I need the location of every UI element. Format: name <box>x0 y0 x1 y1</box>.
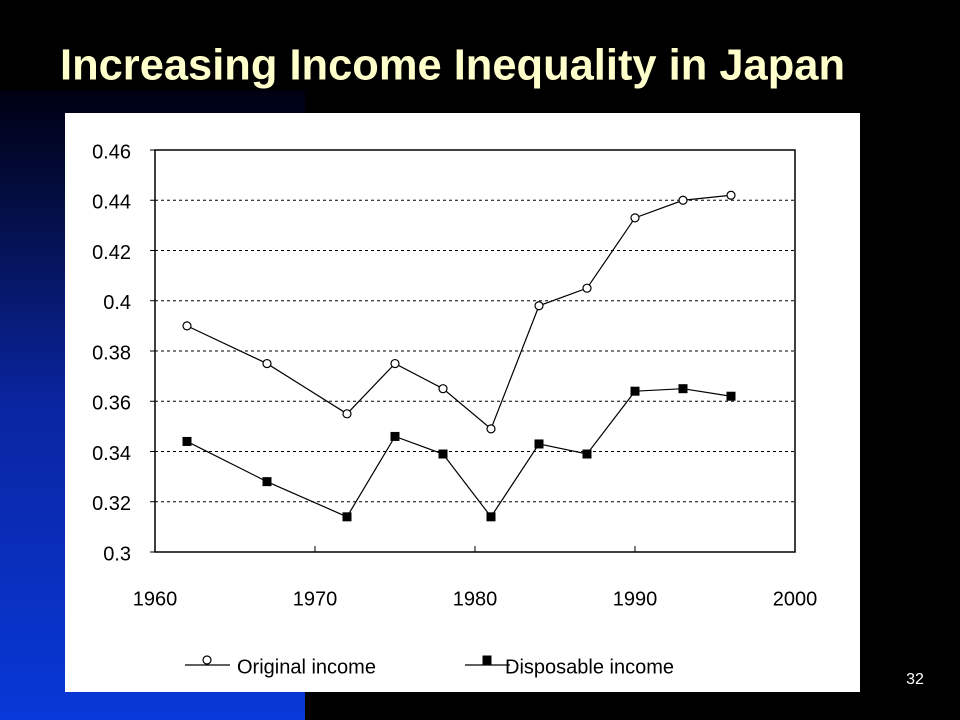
x-tick-label: 1960 <box>133 588 178 610</box>
plot-frame <box>154 149 796 553</box>
y-tick-label: 0.38 <box>92 342 131 364</box>
marker-square <box>482 655 492 665</box>
marker-circle <box>582 283 592 293</box>
x-tick-label: 1970 <box>293 588 338 610</box>
marker-square <box>486 512 496 522</box>
y-tick-label: 0.34 <box>92 443 131 465</box>
marker-circle <box>182 321 192 331</box>
marker-circle <box>262 358 272 369</box>
marker-circle <box>390 358 400 369</box>
marker-square <box>726 391 736 401</box>
marker-square <box>262 477 272 487</box>
chart-panel <box>65 113 860 692</box>
legend-label: Disposable income <box>505 656 674 678</box>
marker-circle <box>630 213 640 223</box>
marker-circle <box>678 195 688 205</box>
marker-square <box>438 449 448 459</box>
marker-circle <box>534 301 544 311</box>
plot: 0.3 0.32 0.34 0.36 0.38 0.4 0.42 0.44 0.46 1960 19… <box>92 141 817 678</box>
y-tick-label: 0.42 <box>92 242 131 264</box>
x-tick-label: 1990 <box>613 588 658 610</box>
y-tick-label: 0.3 <box>103 543 131 565</box>
page-number: 32 <box>906 671 924 688</box>
marker-square <box>678 384 688 394</box>
marker-circle <box>438 384 448 394</box>
marker-square <box>630 386 640 396</box>
y-tick-label: 0.46 <box>92 141 131 163</box>
marker-circle <box>726 190 736 200</box>
marker-square <box>534 439 544 449</box>
marker-square <box>342 512 352 522</box>
marker-square <box>582 449 592 459</box>
y-tick-label: 0.44 <box>92 192 131 214</box>
marker-square <box>182 436 192 446</box>
marker-circle <box>342 409 352 419</box>
marker-circle <box>202 655 212 665</box>
y-tick-label: 0.36 <box>92 393 131 415</box>
marker-square <box>390 431 400 441</box>
marker-circle <box>486 424 496 434</box>
y-tick-label: 0.32 <box>92 493 131 515</box>
slide-title: Increasing Income Inequality in Japan <box>60 41 845 90</box>
legend-label: Original income <box>237 656 376 678</box>
y-tick-label: 0.4 <box>103 292 131 314</box>
x-tick-label: 2000 <box>773 588 818 610</box>
x-tick-label: 1980 <box>453 588 498 610</box>
